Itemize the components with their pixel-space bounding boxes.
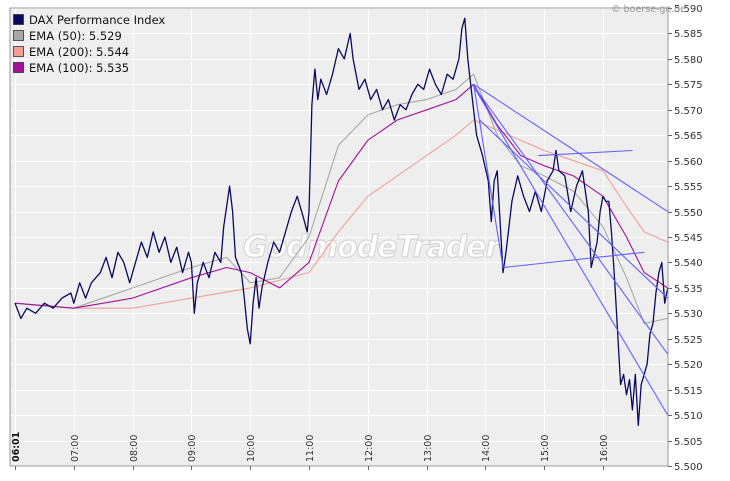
y-tick-label: 5.555 — [674, 182, 703, 193]
legend-swatch — [13, 46, 24, 57]
legend-entry: EMA (50): 5.529 — [29, 29, 122, 43]
copyright-notice: © boerse-go.de — [611, 4, 686, 15]
y-tick-label: 5.550 — [674, 208, 703, 219]
legend-swatch — [13, 30, 24, 41]
legend: DAX Performance Index EMA (50): 5.529 EMA … — [13, 13, 165, 75]
legend-swatch — [13, 14, 24, 25]
legend-entry: DAX Performance Index — [29, 13, 165, 27]
trendlines — [471, 83, 669, 416]
y-tick-label: 5.545 — [674, 233, 703, 244]
watermark-logo: GodmodeTrader — [243, 230, 502, 265]
y-tick-label: 5.505 — [674, 437, 703, 448]
x-tick-label: 08:00 — [129, 435, 140, 462]
x-tick-label: 09:00 — [187, 435, 198, 462]
x-tick-label: 15:00 — [540, 435, 551, 462]
legend-entry: EMA (200): 5.544 — [29, 45, 129, 59]
y-tick-label: 5.525 — [674, 335, 703, 346]
legend-entry: EMA (100): 5.535 — [29, 61, 129, 75]
trendline — [473, 83, 668, 213]
y-tick-label: 5.560 — [674, 157, 703, 168]
x-tick-label: 10:00 — [246, 435, 257, 462]
y-tick-label: 5.580 — [674, 55, 703, 66]
x-tick-label: 14:00 — [481, 435, 492, 462]
series-line-ema-100- — [14, 83, 669, 309]
x-tick-label: 13:00 — [423, 435, 434, 462]
y-tick-label: 5.535 — [674, 284, 703, 295]
y-tick-label: 5.575 — [674, 80, 703, 91]
y-tick-label: 5.520 — [674, 360, 703, 371]
y-tick-label: 5.585 — [674, 29, 703, 40]
trendline — [473, 84, 504, 268]
trendline — [472, 84, 669, 355]
trendline — [538, 149, 633, 157]
y-tick-label: 5.510 — [674, 411, 703, 422]
y-tick-label: 5.540 — [674, 258, 703, 269]
x-tick-label: 16:00 — [599, 435, 610, 462]
y-tick-label: 5.515 — [674, 386, 703, 397]
y-tick-label: 5.570 — [674, 106, 703, 117]
trendline — [479, 119, 669, 299]
x-tick-label: 06:01 — [11, 432, 22, 462]
x-axis: 06:01 07:00 08:00 09:00 10:00 11:00 12:00 13:00… — [11, 432, 610, 470]
trendline — [471, 84, 669, 416]
y-tick-label: 5.530 — [674, 309, 703, 320]
trendline — [502, 251, 645, 269]
x-tick-label: 11:00 — [305, 435, 316, 462]
x-tick-label: 12:00 — [364, 435, 375, 462]
y-tick-label: 5.590 — [674, 4, 703, 15]
x-tick-label: 07:00 — [70, 435, 81, 462]
y-tick-label: 5.500 — [674, 462, 703, 473]
y-tick-label: 5.565 — [674, 131, 703, 142]
legend-swatch — [13, 62, 24, 73]
series-line-ema-200- — [14, 119, 668, 309]
y-axis: 5.500 5.505 5.510 5.515 5.520 5.525 5.530 5.535… — [668, 4, 703, 473]
